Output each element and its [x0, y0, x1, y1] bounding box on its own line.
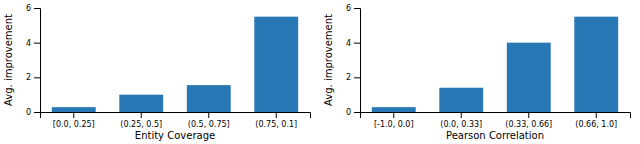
bar	[254, 17, 298, 112]
tick-mark	[276, 112, 277, 118]
tick-mark	[596, 112, 597, 118]
bar	[439, 88, 483, 112]
tick-mark	[141, 112, 142, 118]
tick: (0.5, 0.75]	[188, 112, 230, 129]
tick: 2	[26, 73, 40, 82]
tick: 0	[26, 108, 40, 117]
bar	[507, 43, 551, 112]
tick-mark	[354, 8, 360, 9]
tick: [0.0, 0.25]	[53, 112, 95, 129]
tick-mark	[34, 112, 40, 113]
y-axis-title: Avg. improvement	[3, 14, 14, 106]
tick-mark	[34, 43, 40, 44]
axis-line	[41, 113, 311, 119]
tick-label: 0	[346, 108, 351, 117]
tick-mark	[393, 112, 394, 118]
tick-label: (0.0, 0.33]	[440, 120, 482, 129]
x-axis: [0.0, 0.25] (0.25, 0.5] (0.5, 0.75] (0.75, …	[41, 112, 311, 129]
tick-label: 6	[26, 4, 31, 13]
tick-mark	[73, 112, 74, 118]
tick: 2	[346, 73, 360, 82]
tick: (0.0, 0.33]	[440, 112, 482, 129]
tick-mark	[34, 8, 40, 9]
axis-line	[34, 9, 41, 113]
tick: (0.25, 0.5]	[120, 112, 162, 129]
plot-area	[372, 17, 618, 112]
tick-label: 4	[26, 39, 31, 48]
bar	[574, 17, 618, 112]
tick: 4	[346, 39, 360, 48]
tick-mark	[208, 112, 209, 118]
tick: 6	[346, 4, 360, 13]
axis-line	[354, 9, 361, 113]
tick-label: 4	[346, 39, 351, 48]
panel: 0 2 4 6 [0.0, 0.25] (0.25, 0.5] (0.5, 0.75] (0.…	[3, 4, 311, 141]
tick: [-1.0, 0.0]	[374, 112, 414, 129]
tick: (0.66, 1.0]	[575, 112, 617, 129]
tick-label: (0.33, 0.66]	[505, 120, 552, 129]
y-axis-title: Avg. improvement	[323, 14, 334, 106]
tick: (0.33, 0.66]	[505, 112, 552, 129]
tick-mark	[354, 77, 360, 78]
y-axis: 0 2 4 6	[346, 4, 361, 117]
tick: 6	[26, 4, 40, 13]
tick-label: 2	[26, 73, 31, 82]
tick-label: (0.66, 1.0]	[575, 120, 617, 129]
tick-label: (0.25, 0.5]	[120, 120, 162, 129]
tick-label: (0.5, 0.75]	[188, 120, 230, 129]
tick-label: [-1.0, 0.0]	[374, 120, 414, 129]
x-axis-title: Pearson Correlation	[446, 130, 544, 141]
tick-label: [0.0, 0.25]	[53, 120, 95, 129]
bar	[119, 95, 163, 112]
bar	[52, 107, 96, 112]
tick-mark	[354, 112, 360, 113]
tick: 4	[26, 39, 40, 48]
plot-area	[52, 17, 298, 112]
tick-mark	[528, 112, 529, 118]
tick: 0	[346, 108, 360, 117]
x-axis-title: Entity Coverage	[135, 130, 215, 141]
axis-line	[361, 113, 631, 119]
figure: 0 2 4 6 [0.0, 0.25] (0.25, 0.5] (0.5, 0.75] (0.…	[0, 0, 640, 144]
bar	[372, 107, 416, 112]
tick-label: 6	[346, 4, 351, 13]
tick-label: 0	[26, 108, 31, 117]
tick: (0.75, 0.1]	[255, 112, 297, 129]
x-axis: [-1.0, 0.0] (0.0, 0.33] (0.33, 0.66] (0.66,…	[361, 112, 631, 129]
tick-label: 2	[346, 73, 351, 82]
tick-mark	[354, 43, 360, 44]
tick-mark	[34, 77, 40, 78]
y-axis: 0 2 4 6	[26, 4, 41, 117]
tick-mark	[461, 112, 462, 118]
tick-label: (0.75, 0.1]	[255, 120, 297, 129]
panel: 0 2 4 6 [-1.0, 0.0] (0.0, 0.33] (0.33, 0.66] (0…	[323, 4, 631, 141]
bar	[187, 85, 231, 112]
